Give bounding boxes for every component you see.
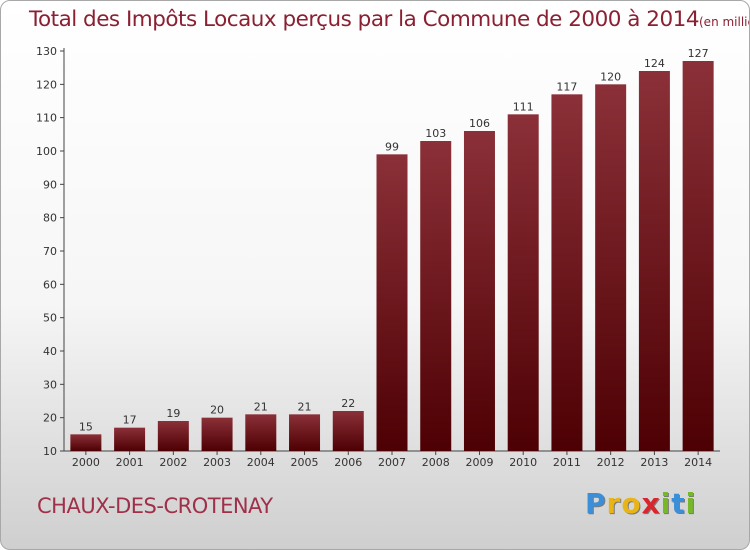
bar (376, 154, 408, 452)
bar (70, 434, 102, 451)
unit-label: (en milliers d'€) (699, 15, 749, 29)
y-tick-label: 60 (43, 278, 57, 291)
y-tick-label: 90 (43, 178, 57, 191)
bar-value-label: 99 (385, 140, 399, 153)
chart-title: Total des Impôts Locaux perçus par la Co… (29, 7, 749, 32)
y-tick-label: 20 (43, 412, 57, 425)
commune-name: CHAUX-DES-CROTENAY (37, 494, 273, 518)
bar (114, 427, 146, 451)
logo-letter: x (641, 487, 661, 520)
title-text: Total des Impôts Locaux perçus par la Co… (29, 7, 700, 32)
bar (201, 417, 233, 451)
bar (420, 141, 452, 451)
bar-value-label: 103 (425, 127, 446, 140)
bar (463, 131, 495, 451)
x-tick-label: 2012 (597, 456, 625, 469)
bar-value-label: 19 (166, 407, 180, 420)
x-tick-label: 2014 (684, 456, 712, 469)
logo-letter: i (685, 487, 697, 520)
logo-letter: P (585, 487, 607, 520)
bar (551, 94, 583, 451)
bar-value-label: 124 (644, 57, 665, 70)
bar-value-label: 15 (79, 420, 93, 433)
bars: 15 17 19 20 21 21 22 99 103 106 111 117 120 124 127 (70, 47, 714, 452)
bar-value-label: 17 (123, 414, 137, 427)
bar (595, 84, 627, 451)
bar-value-label: 127 (688, 47, 709, 60)
x-tick-label: 2004 (247, 456, 275, 469)
x-tick-label: 2002 (159, 456, 187, 469)
proxiti-logo: Proxiti (585, 487, 696, 520)
x-tick-label: 2010 (509, 456, 537, 469)
bar-value-label: 106 (469, 117, 490, 130)
logo-letter: t (671, 487, 686, 520)
y-tick-label: 130 (36, 45, 57, 58)
y-axis: 10 20 30 40 50 60 70 80 90 100 110 120 130 (36, 45, 65, 458)
x-tick-label: 2001 (116, 456, 144, 469)
bar-value-label: 120 (600, 70, 621, 83)
x-tick-label: 2011 (553, 456, 581, 469)
x-axis: 2000 2001 2002 2003 2004 2005 2006 2007 2008 2009… (64, 450, 720, 469)
bar-value-label: 22 (341, 397, 355, 410)
bar-value-label: 111 (513, 100, 534, 113)
bar (507, 114, 539, 451)
y-tick-label: 100 (36, 145, 57, 158)
bar-value-label: 21 (298, 400, 312, 413)
y-tick-label: 50 (43, 312, 57, 325)
logo-letter: i (660, 487, 672, 520)
x-tick-label: 2008 (422, 456, 450, 469)
bar-value-label: 21 (254, 400, 268, 413)
x-tick-label: 2009 (465, 456, 493, 469)
y-tick-label: 80 (43, 212, 57, 225)
bar-value-label: 20 (210, 404, 224, 417)
y-tick-label: 10 (43, 445, 57, 458)
x-tick-label: 2013 (640, 456, 668, 469)
y-tick-label: 40 (43, 345, 57, 358)
y-tick-label: 30 (43, 378, 57, 391)
bar (682, 61, 714, 451)
x-tick-label: 2003 (203, 456, 231, 469)
bar (245, 414, 277, 451)
x-tick-label: 2000 (72, 456, 100, 469)
x-tick-label: 2006 (334, 456, 362, 469)
x-tick-label: 2007 (378, 456, 406, 469)
bar (332, 411, 364, 451)
logo-letter: o (621, 487, 642, 520)
bar (289, 414, 321, 451)
y-tick-label: 70 (43, 245, 57, 258)
y-tick-label: 110 (36, 112, 57, 125)
bar (157, 421, 189, 451)
logo-letter: r (606, 487, 622, 520)
x-tick-label: 2005 (291, 456, 319, 469)
bar-value-label: 117 (556, 80, 577, 93)
bar (638, 71, 670, 451)
y-tick-label: 120 (36, 78, 57, 91)
